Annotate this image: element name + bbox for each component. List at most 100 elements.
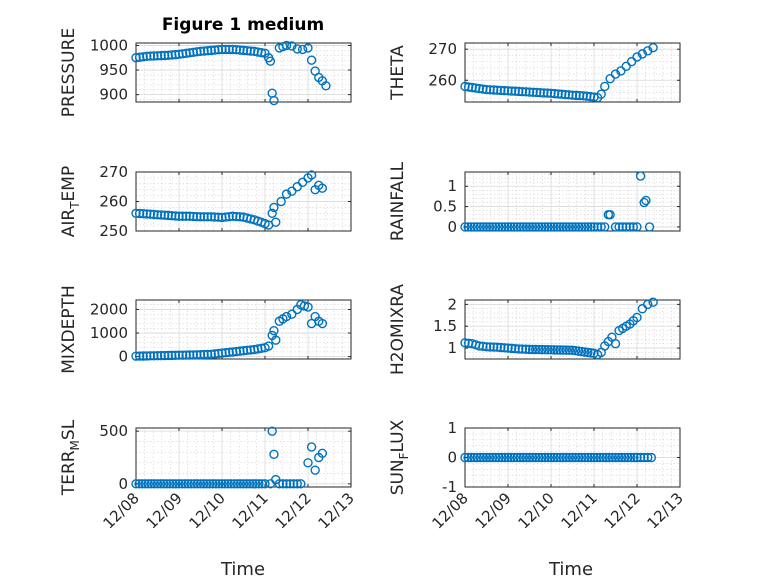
data-point	[152, 479, 163, 489]
data-point	[555, 345, 565, 355]
data-point	[142, 51, 152, 61]
data-point	[573, 222, 584, 232]
data-point	[167, 350, 177, 361]
data-point	[287, 309, 297, 319]
y-tick-label: 950	[99, 61, 128, 79]
data-point	[512, 452, 522, 463]
data-point	[577, 346, 587, 357]
data-point	[469, 222, 479, 232]
x-tick-label: 12/10	[186, 489, 229, 532]
data-point	[589, 452, 599, 463]
data-point	[643, 46, 653, 56]
y-tick-label: 1	[447, 419, 457, 437]
data-point	[269, 449, 279, 460]
data-point	[202, 46, 213, 56]
data-point	[491, 452, 501, 463]
data-point	[217, 44, 227, 55]
data-point	[586, 348, 596, 358]
y-axis-label-main: H2OMIXRA	[388, 284, 408, 375]
data-point	[143, 479, 153, 489]
data-point	[610, 222, 621, 232]
data-point	[188, 211, 199, 222]
data-point	[192, 47, 202, 57]
data-point	[500, 222, 510, 232]
y-tick-label: 260	[428, 71, 457, 89]
data-point	[527, 344, 538, 355]
data-point	[537, 222, 547, 232]
data-point	[478, 222, 489, 232]
data-point	[534, 222, 544, 232]
data-point	[210, 212, 220, 222]
data-point	[210, 45, 220, 55]
data-point	[514, 344, 524, 354]
subplot-h2omixra: 1 1.5 2 H2OMIXRA	[388, 284, 681, 375]
y-axis-label-main: RAINFALL	[388, 161, 408, 241]
data-point	[140, 479, 150, 489]
data-point	[637, 49, 648, 59]
data-point	[267, 208, 277, 219]
data-point	[564, 345, 575, 355]
y-axis-label: TERRMSL	[59, 419, 82, 496]
data-point	[503, 222, 513, 232]
axes-background	[135, 427, 352, 488]
data-point	[177, 479, 187, 489]
data-point	[213, 45, 224, 55]
data-point	[478, 452, 489, 463]
data-point	[521, 452, 532, 463]
data-point	[552, 345, 562, 355]
data-point	[574, 90, 585, 101]
data-point	[648, 42, 658, 53]
data-point	[232, 479, 243, 489]
data-point	[514, 86, 524, 97]
data-point	[226, 479, 236, 489]
y-axis-label-main: PRESSURE	[59, 28, 79, 117]
data-point	[600, 222, 610, 232]
y-axis-label-rest: EMP	[59, 166, 79, 202]
data-point	[238, 479, 249, 489]
data-point	[567, 90, 578, 100]
data-point	[555, 452, 565, 463]
data-point	[552, 222, 562, 232]
data-point	[643, 299, 653, 310]
data-point	[577, 222, 587, 232]
data-point	[474, 83, 485, 94]
data-point	[174, 479, 184, 489]
y-axis-label: MIXDEPTH	[59, 285, 79, 374]
data-point	[281, 311, 292, 322]
data-point	[549, 88, 560, 99]
y-tick-label: 270	[99, 163, 128, 181]
data-point	[542, 88, 553, 98]
data-point	[629, 452, 639, 463]
data-point	[571, 90, 581, 101]
data-point	[296, 479, 306, 489]
data-point	[210, 349, 220, 359]
data-point	[509, 222, 519, 232]
data-point	[292, 44, 302, 54]
data-point	[472, 222, 482, 232]
data-point	[254, 479, 264, 489]
data-point	[199, 212, 209, 222]
data-point	[510, 86, 520, 96]
data-point	[564, 90, 574, 100]
data-point	[138, 351, 148, 361]
y-tick-label: 1	[447, 177, 457, 195]
data-point	[600, 81, 610, 92]
data-point	[481, 222, 492, 232]
data-point	[471, 83, 481, 93]
data-point	[306, 55, 317, 65]
data-point	[641, 195, 651, 206]
x-tick-label: 12/12	[601, 489, 644, 532]
data-point	[552, 452, 562, 463]
subplot-airemp: 250 260 270 AIRTEMP	[59, 163, 352, 240]
x-tick-label: 12/12	[272, 489, 315, 532]
data-point	[644, 222, 655, 232]
data-point	[555, 222, 565, 232]
data-point	[155, 479, 166, 489]
y-tick-label: 1.5	[433, 317, 457, 335]
data-point	[620, 452, 630, 463]
data-point	[463, 452, 473, 463]
data-point	[156, 210, 166, 220]
data-point	[632, 52, 642, 62]
data-point	[185, 350, 195, 360]
data-point	[528, 87, 538, 97]
